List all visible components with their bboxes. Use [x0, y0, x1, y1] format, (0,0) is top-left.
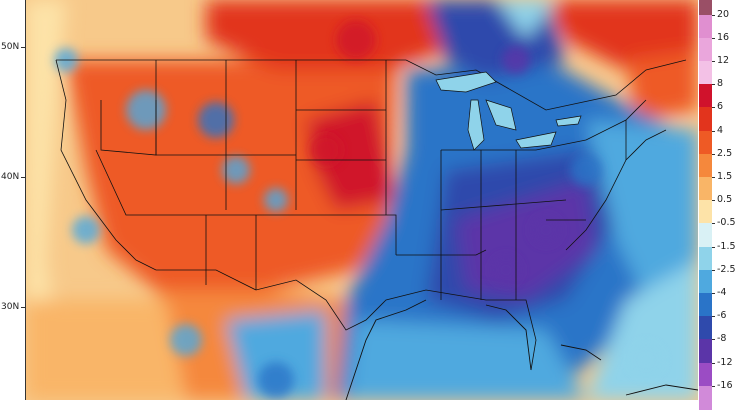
colorbar-label: 4 — [717, 124, 724, 136]
colorbar-swatch — [699, 61, 712, 85]
colorbar-label: -6 — [717, 310, 727, 322]
colorbar-label: -4 — [717, 287, 727, 298]
colorbar-swatch — [699, 246, 712, 271]
anomaly-map-svg — [26, 0, 698, 400]
colorbar-tick — [712, 61, 715, 62]
latitude-label-30n: 30N — [1, 302, 20, 312]
colorbar-tick — [712, 107, 715, 109]
latitude-label-40n: 40N — [1, 172, 20, 182]
colorbar-tick — [712, 37, 715, 39]
colorbar-tick — [712, 246, 715, 248]
colorbar-swatch — [699, 269, 712, 294]
anomaly-map-panel — [26, 0, 698, 400]
colorbar-label: 2.5 — [717, 147, 733, 159]
colorbar-swatch — [699, 107, 712, 132]
colorbar-tick — [712, 153, 715, 155]
colorbar-swatch — [699, 339, 712, 364]
colorbar-label: 16 — [717, 31, 730, 43]
colorbar-label: 0.5 — [717, 194, 733, 206]
colorbar-tick — [712, 362, 715, 364]
colorbar-tick — [712, 269, 715, 271]
colorbar-label: -12 — [717, 356, 733, 368]
colorbar-swatch — [699, 84, 712, 108]
colorbar-swatch — [699, 200, 712, 224]
latitude-tick — [21, 47, 26, 48]
coastlines — [345, 299, 698, 400]
colorbar-swatch — [699, 153, 712, 178]
colorbar-label: 12 — [717, 55, 730, 66]
colorbar-legend: 20 16 12 8 6 4 2.5 1.5 0.5 -0.5 -1.5 -2.5 -4 -6 -8 -12 -… — [699, 0, 740, 410]
colorbar-swatch — [699, 0, 712, 15]
colorbar-swatch — [699, 223, 712, 248]
colorbar-tick — [712, 223, 715, 225]
colorbar-tick — [712, 14, 715, 16]
colorbar-swatch — [699, 130, 712, 155]
latitude-tick — [21, 307, 26, 308]
state-boundaries — [55, 59, 687, 371]
latitude-tick — [21, 177, 26, 178]
colorbar-label: 6 — [717, 101, 724, 113]
colorbar-tick — [712, 339, 715, 341]
colorbar-tick — [712, 130, 715, 132]
colorbar-swatch — [699, 362, 712, 387]
colorbar-swatch — [699, 293, 712, 317]
colorbar-swatch — [699, 37, 712, 62]
latitude-label-50n: 50N — [1, 42, 20, 52]
colorbar-swatch — [699, 316, 712, 340]
colorbar-tick — [712, 293, 715, 294]
colorbar-label: -8 — [717, 333, 727, 345]
colorbar-label: 20 — [717, 8, 730, 20]
colorbar-tick — [712, 385, 715, 387]
colorbar-label: 1.5 — [717, 171, 733, 182]
colorbar-tick — [712, 316, 715, 318]
colorbar-tick — [712, 177, 715, 178]
colorbar-label: 8 — [717, 78, 724, 90]
colorbar-swatch — [699, 177, 712, 201]
colorbar-swatch — [699, 385, 712, 410]
colorbar-tick — [712, 200, 715, 202]
latitude-axis: 50N 40N 30N — [0, 0, 26, 400]
colorbar-label: -1.5 — [717, 240, 736, 252]
colorbar-label: -2.5 — [717, 263, 736, 275]
colorbar-swatch — [699, 14, 712, 39]
great-lakes — [435, 71, 582, 151]
colorbar-label: -16 — [717, 379, 733, 391]
colorbar-tick — [712, 84, 715, 86]
colorbar-label: -0.5 — [717, 217, 736, 229]
